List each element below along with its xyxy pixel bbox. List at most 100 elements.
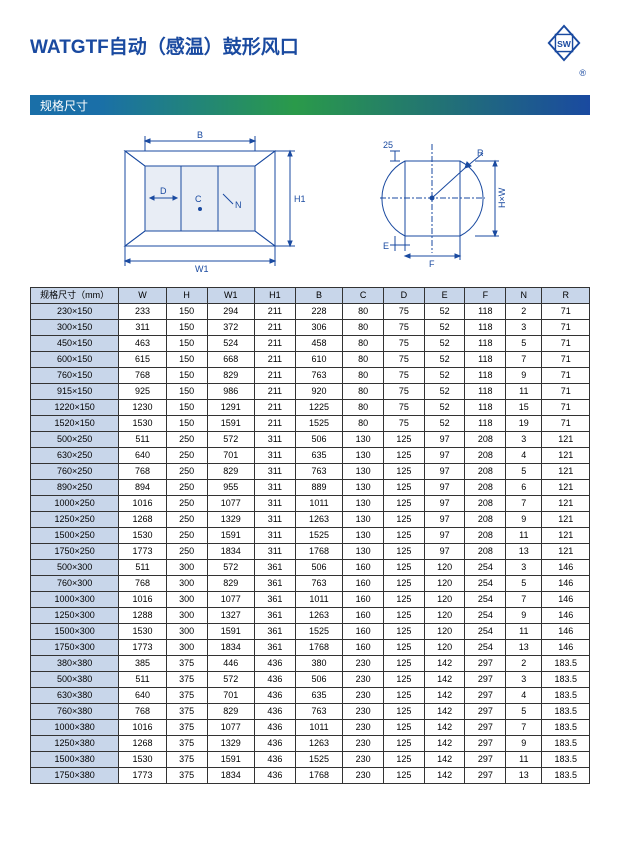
side-diagram-icon: R 25 H×W E F [365,126,525,276]
table-cell: 142 [424,720,465,736]
table-cell: 701 [207,448,255,464]
table-cell: 254 [465,640,506,656]
table-cell: 1500×380 [31,752,119,768]
svg-text:SW: SW [557,39,572,49]
table-cell: 11 [506,624,542,640]
table-cell: 1225 [295,400,343,416]
table-cell: 3 [506,560,542,576]
table-cell: 1077 [207,720,255,736]
table-cell: 71 [542,352,590,368]
table-cell: 121 [542,464,590,480]
table-cell: 915×150 [31,384,119,400]
table-cell: 640 [119,448,167,464]
table-cell: 361 [255,624,296,640]
table-cell: 97 [424,528,465,544]
table-row: 230×150233150294211228807552118271 [31,304,590,320]
table-cell: 230 [343,752,384,768]
table-cell: 450×150 [31,336,119,352]
table-cell: 701 [207,688,255,704]
table-cell: 436 [255,688,296,704]
table-cell: 1016 [119,592,167,608]
table-cell: 375 [166,704,207,720]
table-cell: 436 [255,768,296,784]
table-cell: 183.5 [542,704,590,720]
table-cell: 125 [384,560,425,576]
table-cell: 13 [506,640,542,656]
table-cell: 254 [465,608,506,624]
table-cell: 890×250 [31,480,119,496]
table-row: 1000×25010162501077311101113012597208712… [31,496,590,512]
table-row: 1250×38012683751329436126323012514229791… [31,736,590,752]
table-cell: 6 [506,480,542,496]
table-cell: 1263 [295,512,343,528]
table-row: 1000×38010163751077436101123012514229771… [31,720,590,736]
table-cell: 13 [506,544,542,560]
table-cell: 15 [506,400,542,416]
table-cell: 125 [384,704,425,720]
table-header-cell: C [343,288,384,304]
table-cell: 7 [506,496,542,512]
table-body: 230×150233150294211228807552118271300×15… [31,304,590,784]
table-cell: 118 [465,368,506,384]
table-row: 500×3805113755724365062301251422973183.5 [31,672,590,688]
table-cell: 760×300 [31,576,119,592]
table-cell: 150 [166,352,207,368]
table-cell: 150 [166,336,207,352]
table-cell: 500×300 [31,560,119,576]
table-row: 1500×38015303751591436152523012514229711… [31,752,590,768]
table-cell: 125 [384,464,425,480]
table-cell: 1288 [119,608,167,624]
table-row: 890×250894250955311889130125972086121 [31,480,590,496]
table-cell: 125 [384,640,425,656]
table-cell: 75 [384,400,425,416]
table-cell: 1000×380 [31,720,119,736]
table-cell: 125 [384,480,425,496]
table-cell: 463 [119,336,167,352]
table-cell: 630×250 [31,448,119,464]
table-cell: 572 [207,560,255,576]
sw-logo-icon: SW [545,24,583,62]
table-cell: 208 [465,432,506,448]
table-cell: 763 [295,464,343,480]
table-cell: 300 [166,640,207,656]
table-cell: 768 [119,368,167,384]
table-cell: 208 [465,512,506,528]
table-cell: 120 [424,576,465,592]
table-cell: 118 [465,352,506,368]
table-cell: 230×150 [31,304,119,320]
table-cell: 1525 [295,624,343,640]
table-cell: 160 [343,640,384,656]
svg-text:E: E [383,241,389,251]
table-cell: 11 [506,528,542,544]
table-cell: 75 [384,320,425,336]
table-cell: 572 [207,672,255,688]
table-cell: 228 [295,304,343,320]
table-cell: 11 [506,384,542,400]
table-cell: 130 [343,496,384,512]
table-header-cell: W [119,288,167,304]
table-cell: 80 [343,352,384,368]
table-cell: 635 [295,448,343,464]
table-cell: 183.5 [542,720,590,736]
table-cell: 889 [295,480,343,496]
table-cell: 146 [542,592,590,608]
table-cell: 1530 [119,416,167,432]
table-cell: 142 [424,672,465,688]
table-cell: 436 [255,672,296,688]
table-cell: 125 [384,688,425,704]
table-cell: 211 [255,416,296,432]
table-cell: 125 [384,592,425,608]
table-cell: 125 [384,544,425,560]
table-cell: 230 [343,736,384,752]
svg-text:W1: W1 [195,264,209,274]
table-row: 1750×38017733751834436176823012514229713… [31,768,590,784]
table-cell: 306 [295,320,343,336]
table-cell: 5 [506,704,542,720]
table-cell: 294 [207,304,255,320]
table-cell: 208 [465,544,506,560]
table-cell: 1250×250 [31,512,119,528]
table-cell: 118 [465,400,506,416]
table-cell: 250 [166,464,207,480]
table-cell: 955 [207,480,255,496]
table-cell: 250 [166,528,207,544]
